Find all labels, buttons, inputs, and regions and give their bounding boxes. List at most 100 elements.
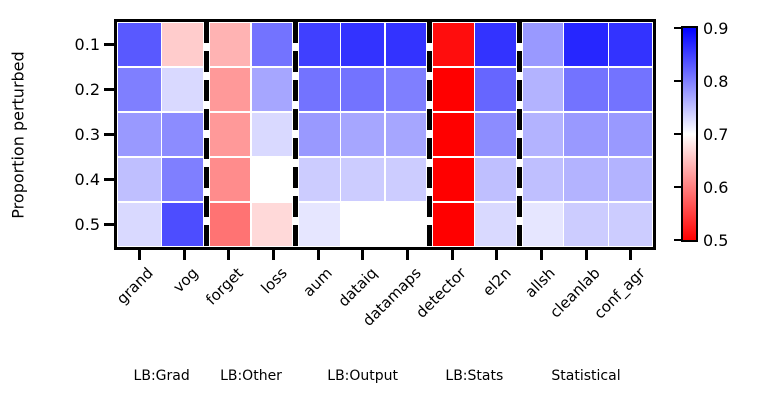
heatmap-cell — [341, 67, 385, 112]
colorbar-tick-mark — [674, 238, 683, 242]
heatmap-cell — [385, 112, 429, 157]
heatmap-cell — [564, 202, 608, 247]
x-tick-label-forget: forget — [201, 264, 247, 309]
heatmap-cell — [475, 202, 519, 247]
y-tick-mark — [104, 223, 117, 226]
heatmap-cell — [430, 157, 474, 202]
x-tick-mark — [495, 250, 499, 260]
heatmap-cell — [117, 67, 161, 112]
colorbar-tick-mark — [674, 26, 683, 30]
x-tick-mark — [629, 250, 633, 260]
heatmap-cell — [385, 22, 429, 67]
heatmap-cell — [296, 22, 340, 67]
heatmap-cell — [251, 157, 295, 202]
x-tick-mark — [405, 250, 409, 260]
y-tick-mark — [104, 43, 117, 46]
heatmap-cell — [251, 67, 295, 112]
heatmap-cell — [341, 22, 385, 67]
heatmap-cell — [430, 22, 474, 67]
group-separator-dashed-line — [516, 22, 522, 247]
y-axis-label: Proportion perturbed — [8, 50, 28, 219]
x-tick-label-vog: vog — [169, 264, 202, 297]
heatmap-cell — [609, 67, 653, 112]
heatmap-cell — [207, 202, 251, 247]
x-tick-mark — [271, 250, 275, 260]
y-tick-label-0.2: 0.2 — [74, 79, 100, 99]
heatmap-cell — [296, 202, 340, 247]
colorbar-tick-label-0.7: 0.7 — [703, 124, 729, 144]
heatmap-cell — [475, 67, 519, 112]
heatmap-cell — [207, 157, 251, 202]
colorbar-tick-label-0.8: 0.8 — [703, 71, 729, 91]
heatmap-cell — [251, 112, 295, 157]
colorbar-tick-label-0.6: 0.6 — [703, 177, 729, 197]
heatmap-cell — [609, 157, 653, 202]
heatmap-cell — [519, 22, 563, 67]
heatmap-cell — [207, 67, 251, 112]
colorbar-tick-mark — [674, 132, 683, 136]
heatmap-cell — [207, 22, 251, 67]
x-tick-mark — [182, 250, 186, 260]
heatmap-cell — [296, 157, 340, 202]
heatmap-cell — [162, 22, 206, 67]
heatmap-cell — [162, 67, 206, 112]
heatmap-cell — [117, 202, 161, 247]
heatmap-cell — [475, 112, 519, 157]
group-label-lb-stats: LB:Stats — [445, 368, 504, 384]
colorbar-tick-label-0.9: 0.9 — [703, 18, 729, 38]
x-tick-label-aum: aum — [299, 264, 336, 301]
heatmap-cell — [564, 112, 608, 157]
colorbar-tick-mark — [674, 79, 683, 83]
heatmap-cell — [609, 202, 653, 247]
x-tick-label-loss: loss — [257, 264, 292, 298]
heatmap-cell — [430, 202, 474, 247]
heatmap-cell — [341, 157, 385, 202]
heatmap-cell — [430, 67, 474, 112]
heatmap-cell — [341, 202, 385, 247]
heatmap-cell — [162, 112, 206, 157]
heatmap-cell — [609, 22, 653, 67]
y-tick-label-0.4: 0.4 — [74, 169, 100, 189]
heatmap-cell — [296, 67, 340, 112]
y-tick-label-0.1: 0.1 — [74, 34, 100, 54]
group-separator-dashed-line — [203, 22, 209, 247]
heatmap-cell — [117, 157, 161, 202]
heatmap-cell — [385, 157, 429, 202]
y-tick-mark — [104, 178, 117, 181]
heatmap-cell — [430, 112, 474, 157]
heatmap-cell — [341, 112, 385, 157]
group-label-lb-other: LB:Other — [220, 368, 282, 384]
heatmap-cell — [519, 112, 563, 157]
group-separator-dashed-line — [293, 22, 299, 247]
heatmap-cell — [117, 22, 161, 67]
group-separator-dashed-line — [427, 22, 433, 247]
y-tick-mark — [104, 133, 117, 136]
x-tick-mark — [361, 250, 365, 260]
heatmap-cell — [385, 67, 429, 112]
x-tick-mark — [450, 250, 454, 260]
y-tick-label-0.5: 0.5 — [74, 214, 100, 234]
heatmap-cell — [519, 67, 563, 112]
colorbar-tick-label-0.5: 0.5 — [703, 230, 729, 250]
heatmap-cell — [475, 157, 519, 202]
x-tick-mark — [137, 250, 141, 260]
heatmap-cell — [251, 202, 295, 247]
colorbar-tick-mark — [674, 185, 683, 189]
x-tick-mark — [539, 250, 543, 260]
heatmap-cell — [609, 112, 653, 157]
heatmap-cell — [162, 202, 206, 247]
x-tick-label-grand: grand — [113, 264, 158, 308]
heatmap-cell — [162, 157, 206, 202]
heatmap-cell — [475, 22, 519, 67]
heatmap-cell — [251, 22, 295, 67]
x-tick-label-el2n: el2n — [478, 264, 515, 300]
heatmap-cell — [564, 67, 608, 112]
heatmap-cell — [207, 112, 251, 157]
heatmap-cell — [385, 202, 429, 247]
colorbar — [681, 26, 698, 242]
x-tick-mark — [316, 250, 320, 260]
heatmap-cell — [564, 22, 608, 67]
heatmap-cell — [296, 112, 340, 157]
y-tick-label-0.3: 0.3 — [74, 124, 100, 144]
